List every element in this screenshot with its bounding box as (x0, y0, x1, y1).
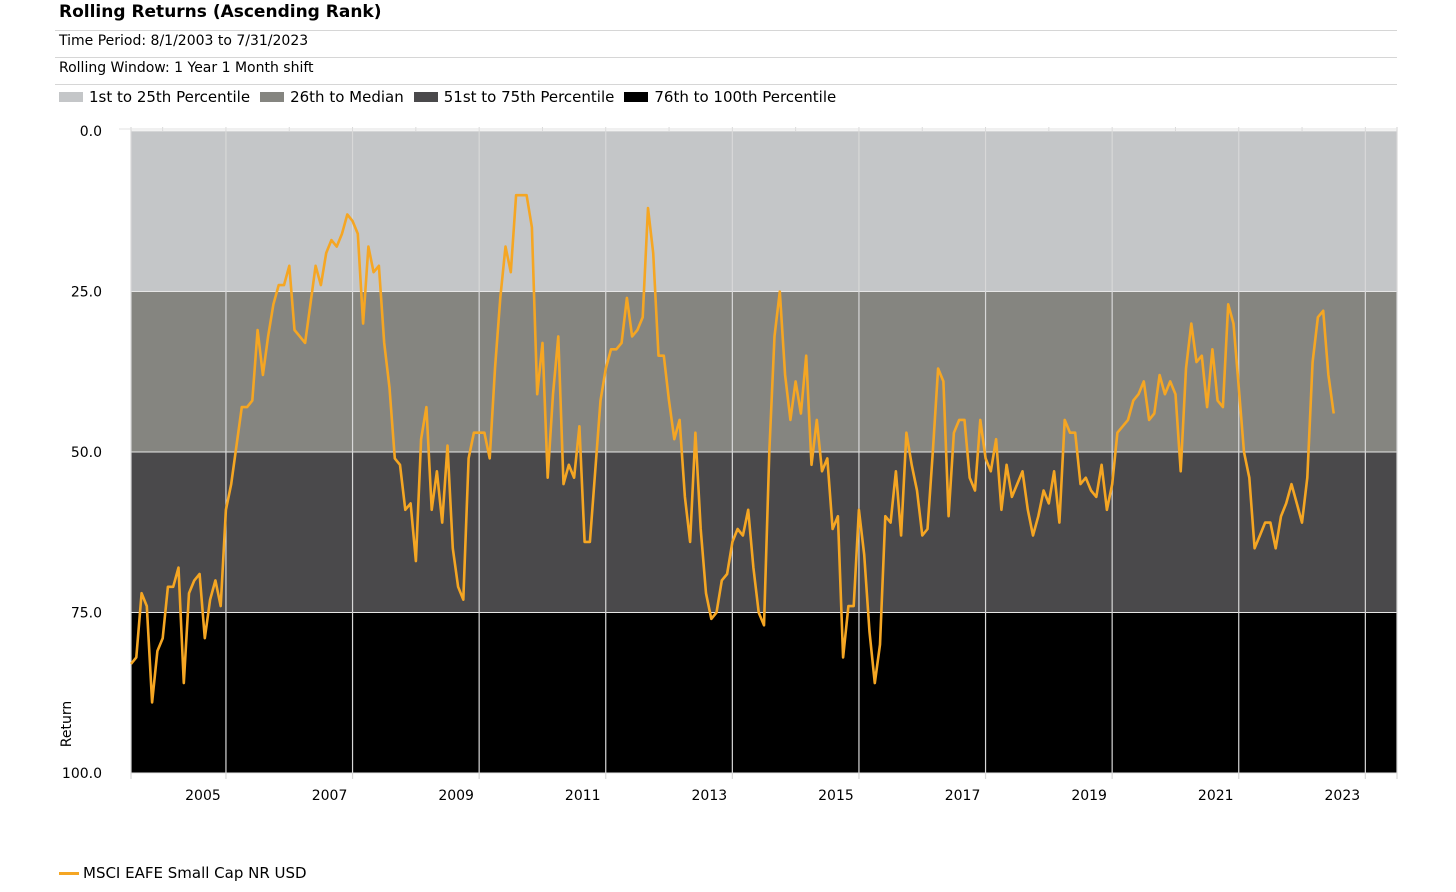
x-tick-label: 2007 (312, 788, 348, 804)
y-tick-label: 0.0 (80, 124, 102, 140)
percentile-band-1 (131, 131, 1397, 292)
y-axis-label: Return (59, 701, 75, 747)
time-period-label: Time Period: 8/1/2003 to 7/31/2023 (59, 33, 309, 49)
divider (55, 84, 1397, 85)
y-tick-label: 50.0 (71, 445, 102, 461)
rolling-window-label: Rolling Window: 1 Year 1 Month shift (59, 60, 314, 76)
legend-swatch (413, 92, 438, 102)
legend-item-band-4: 76th to 100th Percentile (624, 88, 836, 106)
legend-item-band-2: 26th to Median (260, 88, 404, 106)
series-line-1 (129, 193, 1335, 704)
legend-swatch (260, 92, 285, 102)
percentile-legend: 1st to 25th Percentile 26th to Median 51… (59, 86, 846, 108)
x-tick-label: 2005 (185, 788, 221, 804)
chart-title: Rolling Returns (Ascending Rank) (59, 2, 382, 22)
y-tick-label: 100.0 (62, 766, 102, 782)
x-tick-label: 2009 (438, 788, 474, 804)
y-tick-label: 75.0 (71, 606, 102, 622)
percentile-band-2 (131, 291, 1397, 452)
legend-label: 51st to 75th Percentile (443, 88, 615, 106)
x-tick-label: 2013 (692, 788, 728, 804)
x-tick-label: 2017 (945, 788, 981, 804)
x-tick-label: 2019 (1071, 788, 1107, 804)
x-tick-label: 2023 (1325, 788, 1361, 804)
legend-item-band-1: 1st to 25th Percentile (59, 88, 250, 106)
series-legend-line (59, 871, 79, 875)
legend-label: 1st to 25th Percentile (89, 88, 251, 106)
x-tick-label: 2021 (1198, 788, 1234, 804)
legend-swatch (59, 92, 83, 102)
legend-label: 76th to 100th Percentile (654, 88, 837, 106)
x-tick-label: 2011 (565, 788, 601, 804)
legend-label: 26th to Median (290, 88, 404, 106)
divider (55, 30, 1397, 31)
series-legend: MSCI EAFE Small Cap NR USD (59, 864, 307, 882)
y-tick-label: 25.0 (71, 285, 102, 301)
legend-swatch (624, 92, 649, 102)
x-tick-label: 2015 (818, 788, 854, 804)
series-legend-label: MSCI EAFE Small Cap NR USD (83, 864, 307, 882)
legend-item-band-3: 51st to 75th Percentile (413, 88, 615, 106)
divider (55, 57, 1397, 58)
percentile-band-4 (131, 612, 1397, 773)
